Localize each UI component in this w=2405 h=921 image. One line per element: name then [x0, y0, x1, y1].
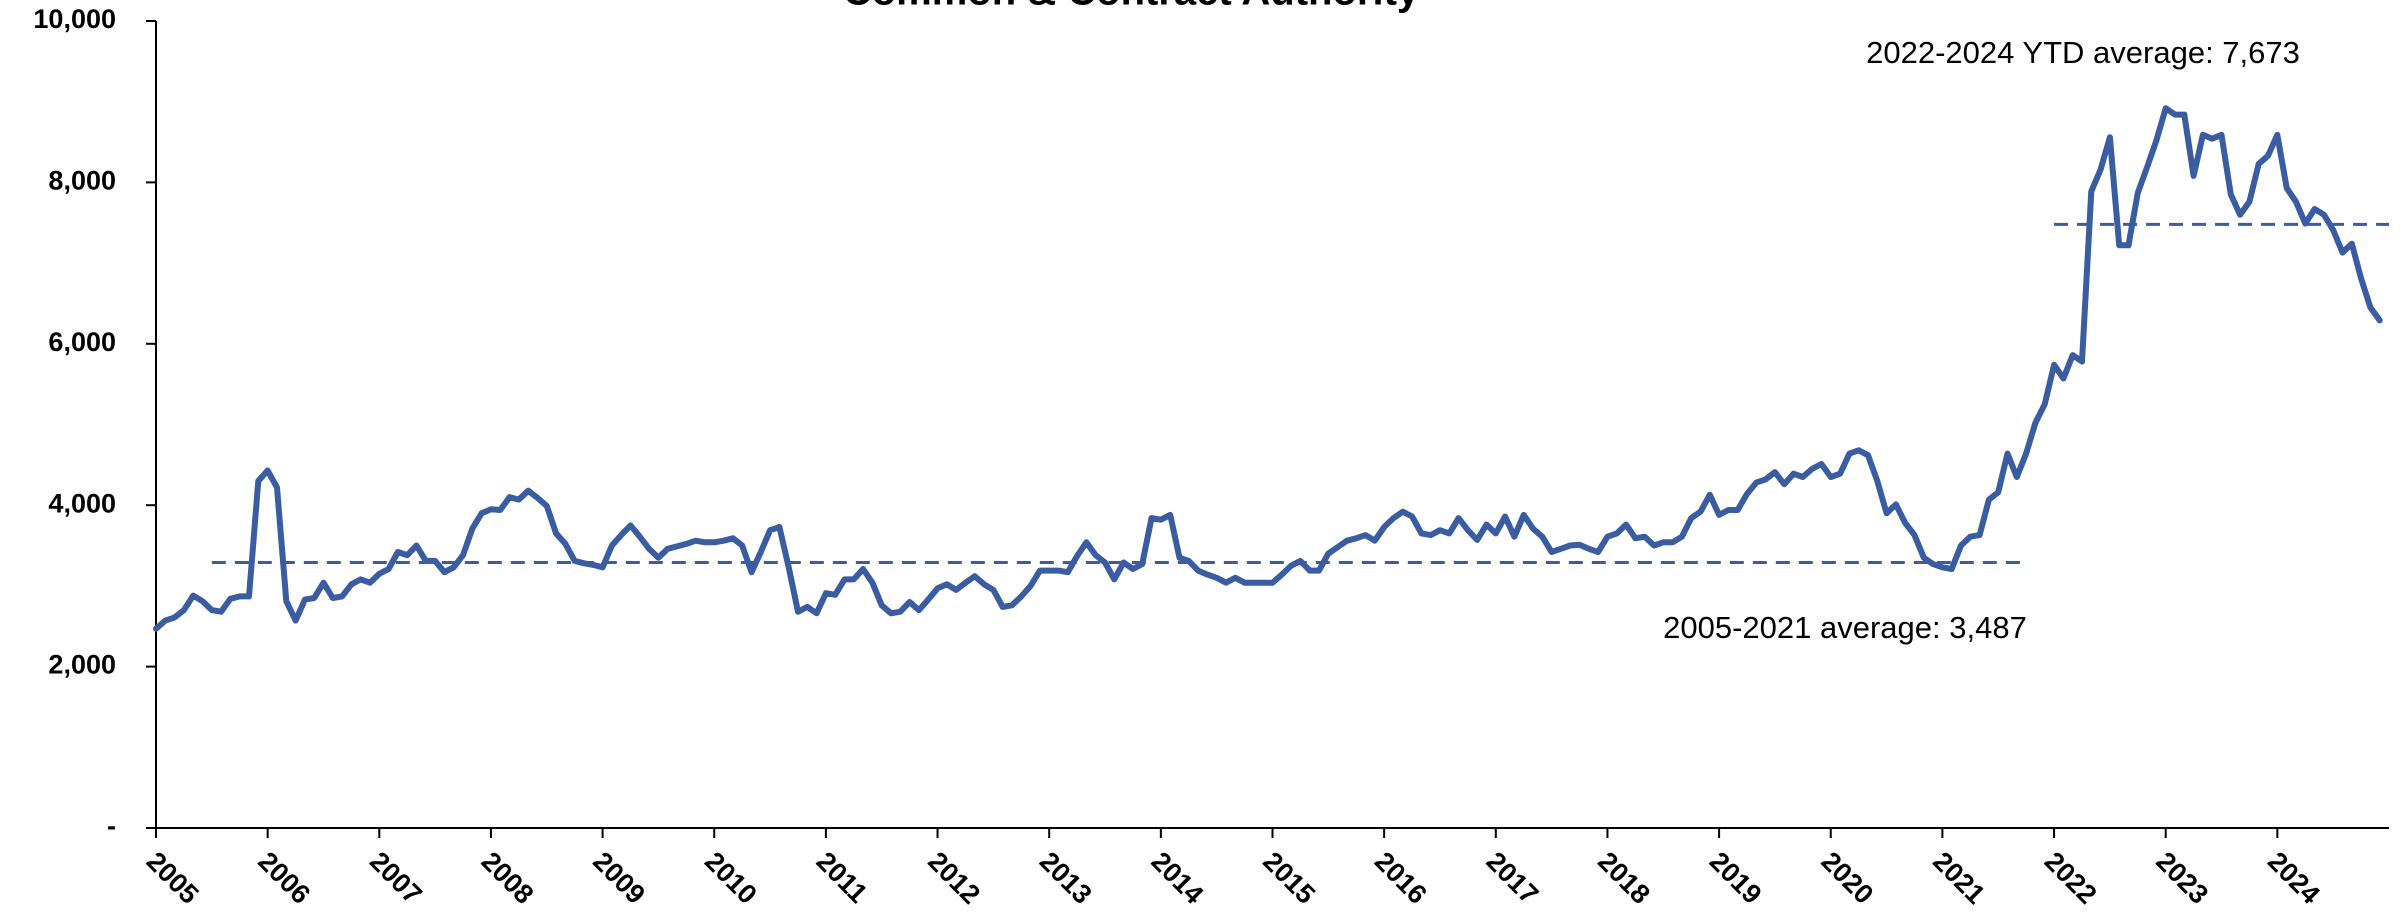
- x-tick-label: 2011: [811, 846, 874, 909]
- x-tick-label: 2014: [1146, 846, 1210, 910]
- x-tick-label: 2020: [1815, 846, 1879, 910]
- x-tick-label: 2024: [2262, 846, 2326, 910]
- x-tick-label: 2021: [1927, 846, 1991, 910]
- x-tick-label: 2022: [2039, 846, 2103, 910]
- data-line: [153, 105, 2383, 632]
- x-tick-label: 2010: [699, 846, 763, 910]
- x-tick-label: 2009: [587, 846, 651, 910]
- x-tick-label: 2013: [1034, 846, 1098, 910]
- x-tick-label: 2012: [922, 846, 986, 910]
- x-tick-label: 2023: [2150, 846, 2214, 910]
- x-tick-label: 2006: [252, 846, 316, 910]
- y-tick-label: -: [107, 811, 116, 841]
- y-tick-label: 6,000: [48, 327, 116, 357]
- x-tick-label: 2005: [141, 846, 205, 910]
- chart-title: Common & Contract Authority: [843, 0, 1420, 14]
- x-tick-label: 2019: [1704, 846, 1768, 910]
- x-tick-label: 2017: [1481, 846, 1545, 910]
- x-tick-label: 2015: [1257, 846, 1321, 910]
- y-tick-label: 8,000: [48, 166, 116, 196]
- x-tick-label: 2016: [1369, 846, 1433, 910]
- x-tick-label: 2018: [1592, 846, 1656, 910]
- y-tick-label: 4,000: [48, 488, 116, 518]
- x-tick-label: 2007: [364, 846, 428, 910]
- x-tick-label: 2008: [476, 846, 540, 910]
- annotation: 2005-2021 average: 3,487: [1663, 610, 2027, 645]
- y-tick-label: 10,000: [33, 4, 116, 34]
- y-tick-label: 2,000: [48, 650, 116, 680]
- annotation: 2022-2024 YTD average: 7,673: [1866, 35, 2300, 70]
